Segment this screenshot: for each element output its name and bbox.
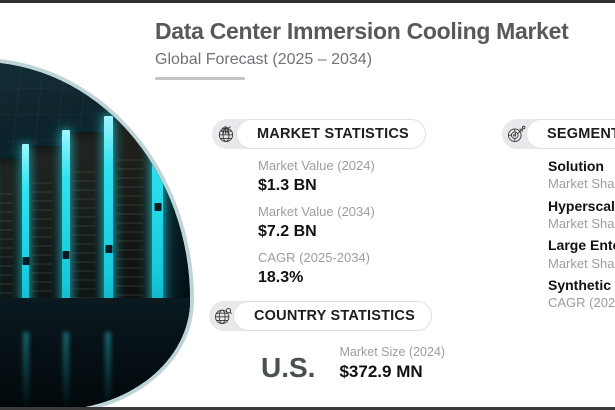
title-divider <box>155 77 245 80</box>
rack-glow-strip <box>104 116 113 346</box>
frame-line-bottom <box>0 407 615 410</box>
page-title: Data Center Immersion Cooling Market <box>155 18 569 44</box>
stat-label: CAGR (2025-2034) <box>258 249 370 265</box>
market-statistics-header: MARKET STATISTICS <box>212 119 426 149</box>
stat-label: Market Size (2024) <box>339 345 446 359</box>
market-statistics-heading: MARKET STATISTICS <box>257 126 409 142</box>
stat-value: $1.3 BN <box>258 176 317 194</box>
country-statistics-body: U.S. Market Size (2024) $372.9 MN <box>209 343 445 382</box>
country-statistics-heading: COUNTRY STATISTICS <box>254 308 415 324</box>
stat-value: 18.3% <box>258 268 304 286</box>
data-center-server-room-photo <box>0 62 190 410</box>
stat-value: $7.2 BN <box>258 222 317 240</box>
segment-title: Large Enterprise <box>548 237 615 254</box>
segmentation-heading: SEGMENTATION <box>547 126 615 142</box>
rack-glow-strip <box>22 144 29 346</box>
stat-label: Market Value (2024) <box>258 158 375 173</box>
segment-title: Synthetic <box>548 277 612 294</box>
segmentation-body: Solution Market Share Hyperscale Market … <box>502 157 615 312</box>
segment-title: Hyperscale <box>548 197 615 214</box>
market-statistics-section: MARKET STATISTICS Market Value (2024) $1… <box>212 119 426 295</box>
country-metric: Market Size (2024) $372.9 MN <box>339 343 445 382</box>
frame-line-top <box>0 0 615 3</box>
segment-sub: Market Share <box>548 255 615 271</box>
country-name: U.S. <box>261 352 316 384</box>
page-subtitle: Global Forecast (2025 – 2034) <box>155 51 373 68</box>
country-statistics-header: COUNTRY STATISTICS <box>209 301 445 331</box>
stat-label: Market Value (2034) <box>258 203 375 219</box>
segmentation-section: SEGMENTATION Solution Market Share Hyper… <box>502 119 615 316</box>
segmentation-header: SEGMENTATION <box>502 119 615 149</box>
market-statistics-body: Market Value (2024) $1.3 BN Market Value… <box>212 157 426 288</box>
stat-value: $372.9 MN <box>339 362 423 382</box>
rack-glow-strip <box>152 108 163 346</box>
segment-title: Solution <box>548 158 604 174</box>
segment-sub: CAGR (2025-2034) <box>548 295 615 311</box>
country-statistics-section: COUNTRY STATISTICS U.S. Market Size (202… <box>209 301 445 382</box>
segment-sub: Market Share <box>548 176 615 192</box>
country-statistics-pill: COUNTRY STATISTICS <box>233 301 432 331</box>
rack-glow-strip <box>62 130 70 346</box>
header-block: Data Center Immersion Cooling Market Glo… <box>155 18 569 80</box>
data-center-photo-panel <box>0 62 190 410</box>
market-statistics-pill: MARKET STATISTICS <box>236 119 426 149</box>
floor-plane <box>0 298 190 410</box>
segmentation-pill: SEGMENTATION <box>526 119 615 149</box>
segment-sub: Market Share <box>548 215 615 231</box>
